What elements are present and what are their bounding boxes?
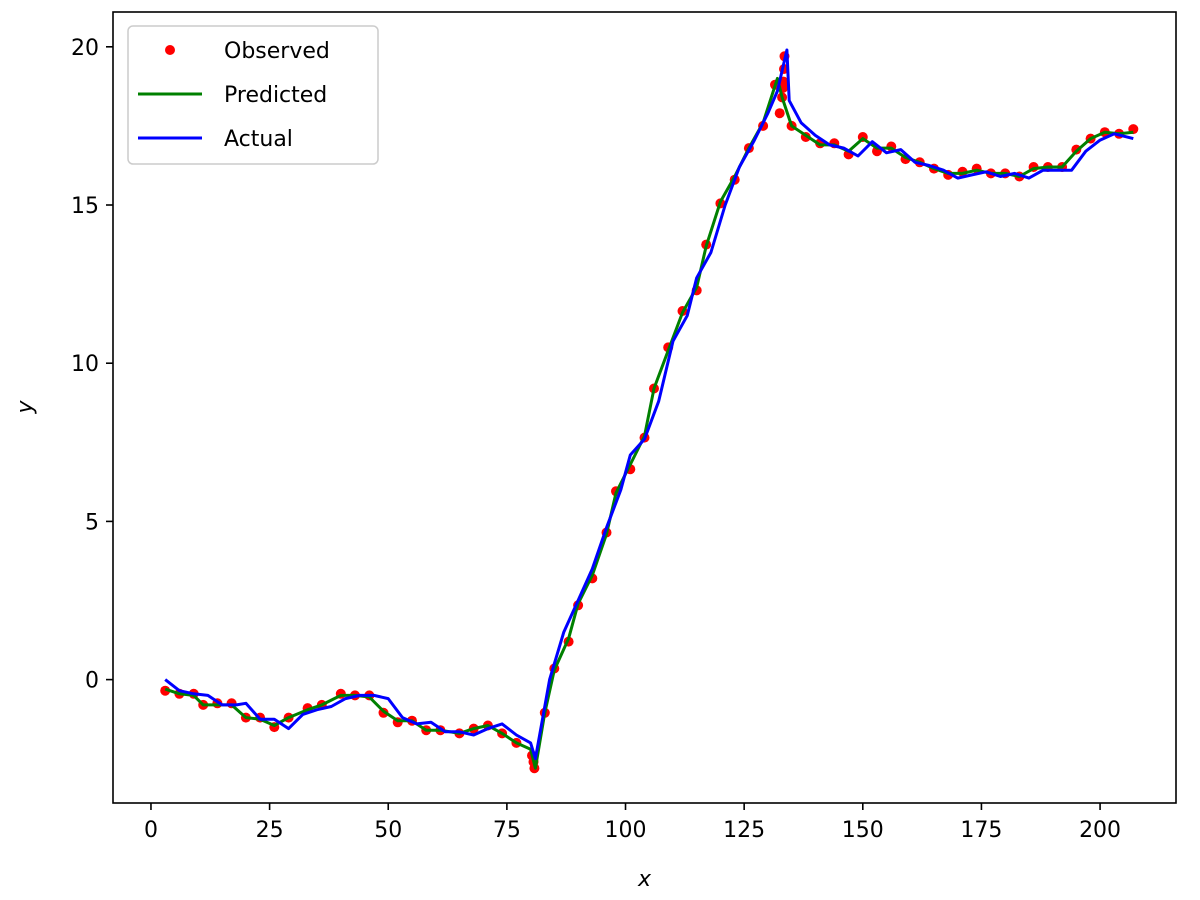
y-tick-label: 20 xyxy=(71,36,99,61)
y-tick-label: 0 xyxy=(85,669,99,694)
y-axis: 0 5 10 15 20 xyxy=(71,36,113,694)
x-tick-label: 100 xyxy=(605,818,647,843)
legend-box xyxy=(127,25,379,165)
x-axis-label: x xyxy=(637,867,652,892)
series-line-predicted xyxy=(164,76,1134,770)
y-axis-label: y xyxy=(13,400,38,415)
y-tick-label: 5 xyxy=(85,510,99,535)
x-tick-label: 150 xyxy=(842,818,884,843)
legend-label-predicted: Predicted xyxy=(224,83,327,108)
x-tick-label: 0 xyxy=(144,818,158,843)
data-point-observed xyxy=(160,685,171,696)
y-tick-label: 15 xyxy=(71,194,99,219)
series-line-actual xyxy=(164,48,1134,761)
x-axis: 0 25 50 75 100 125 150 175 200 xyxy=(144,803,1121,843)
x-tick-label: 200 xyxy=(1079,818,1121,843)
x-tick-label: 175 xyxy=(960,818,1002,843)
x-tick-label: 75 xyxy=(493,818,521,843)
legend-label-actual: Actual xyxy=(224,127,293,152)
legend: Observed Predicted Actual xyxy=(127,25,379,165)
x-tick-label: 25 xyxy=(256,818,284,843)
y-tick-label: 10 xyxy=(71,352,99,377)
chart-marks xyxy=(160,48,1139,774)
plot-frame xyxy=(112,11,1177,804)
x-tick-label: 50 xyxy=(374,818,402,843)
legend-label-observed: Observed xyxy=(224,39,330,64)
legend-marker-observed xyxy=(165,45,175,55)
x-tick-label: 125 xyxy=(723,818,765,843)
data-point-observed xyxy=(774,108,785,119)
